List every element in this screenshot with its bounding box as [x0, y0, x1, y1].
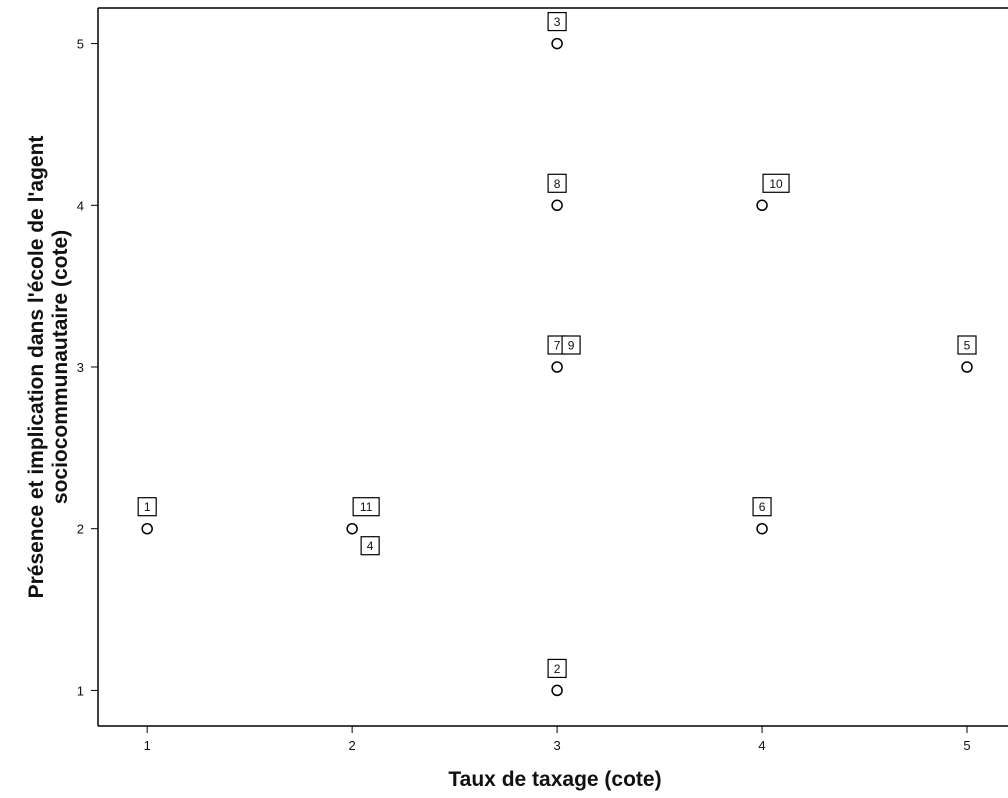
data-point	[756, 199, 768, 212]
data-point	[346, 522, 358, 535]
point-label: 5	[957, 335, 977, 355]
y-tick-label: 5	[77, 37, 84, 52]
point-label-text: 8	[554, 177, 561, 191]
point-label: 11	[352, 497, 380, 517]
point-label-box	[360, 536, 380, 556]
data-point	[141, 522, 153, 535]
point-label-box	[137, 497, 157, 517]
x-tick-label: 5	[963, 738, 970, 753]
point-label-box	[752, 497, 772, 517]
point-label-box	[547, 11, 567, 32]
x-tick-label: 3	[553, 738, 560, 753]
point-label-text: 5	[964, 339, 971, 353]
point-label: 4	[360, 536, 380, 556]
point-label-text: 4	[367, 539, 374, 553]
point-label: 2	[547, 658, 567, 679]
point-label-box	[957, 335, 977, 355]
point-label: 9	[561, 335, 581, 355]
point-label: 3	[547, 11, 567, 32]
x-tick-label: 2	[349, 738, 356, 753]
x-tick-label: 4	[758, 738, 765, 753]
x-tick-label: 1	[144, 738, 151, 753]
y-tick-label: 4	[77, 198, 84, 213]
data-point	[551, 37, 563, 50]
point-label-box	[547, 173, 567, 193]
point-label-text: 7	[554, 339, 561, 353]
y-axis-ticks: 1 2 3 4 5	[77, 37, 98, 698]
point-label-text: 9	[568, 339, 575, 353]
point-label: 8	[547, 173, 567, 193]
x-axis-ticks: 1 2 3 4 5	[144, 726, 971, 753]
point-label-text: 11	[360, 500, 373, 514]
data-point	[756, 522, 768, 535]
data-points	[141, 37, 973, 697]
data-point	[551, 684, 563, 697]
point-label-box	[561, 335, 581, 355]
point-label-box	[762, 173, 790, 193]
point-label-text: 2	[554, 662, 561, 676]
y-axis-title-line-1: Présence et implication dans l'école de …	[25, 136, 48, 599]
y-tick-label: 2	[77, 522, 84, 537]
point-label-text: 10	[769, 177, 783, 191]
y-tick-label: 3	[77, 360, 84, 375]
point-label: 6	[752, 497, 772, 517]
point-label-box	[352, 497, 380, 517]
data-point	[551, 199, 563, 212]
y-tick-label: 1	[77, 683, 84, 698]
y-axis-title-line-2: sociocommunautaire (cote)	[49, 230, 72, 504]
point-label-text: 3	[554, 15, 561, 29]
point-label-box	[547, 658, 567, 679]
point-label: 10	[762, 173, 790, 193]
point-label-text: 6	[759, 500, 766, 514]
point-label-text: 1	[144, 500, 151, 514]
x-axis-title: Taux de taxage (cote)	[448, 768, 661, 791]
data-point	[961, 361, 973, 373]
data-point	[551, 361, 563, 373]
point-label: 1	[137, 497, 157, 517]
